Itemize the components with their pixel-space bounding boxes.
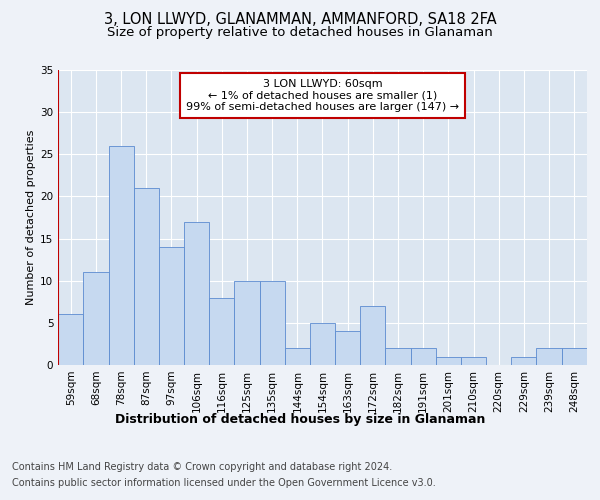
Bar [260, 280, 285, 365]
Bar [310, 323, 335, 365]
Text: 3, LON LLWYD, GLANAMMAN, AMMANFORD, SA18 2FA: 3, LON LLWYD, GLANAMMAN, AMMANFORD, SA18… [104, 12, 496, 28]
Text: Size of property relative to detached houses in Glanaman: Size of property relative to detached ho… [107, 26, 493, 39]
Bar [461, 356, 486, 365]
Bar [134, 188, 159, 365]
Bar [360, 306, 385, 365]
Bar [511, 356, 536, 365]
Bar [335, 332, 360, 365]
Bar [436, 356, 461, 365]
Bar [58, 314, 83, 365]
Bar [385, 348, 410, 365]
Bar [235, 280, 260, 365]
Bar [159, 247, 184, 365]
Bar [83, 272, 109, 365]
Text: Contains HM Land Registry data © Crown copyright and database right 2024.: Contains HM Land Registry data © Crown c… [12, 462, 392, 472]
Text: Contains public sector information licensed under the Open Government Licence v3: Contains public sector information licen… [12, 478, 436, 488]
Bar [285, 348, 310, 365]
Text: Distribution of detached houses by size in Glanaman: Distribution of detached houses by size … [115, 412, 485, 426]
Bar [209, 298, 235, 365]
Bar [410, 348, 436, 365]
Bar [184, 222, 209, 365]
Bar [536, 348, 562, 365]
Bar [109, 146, 134, 365]
Bar [562, 348, 587, 365]
Y-axis label: Number of detached properties: Number of detached properties [26, 130, 36, 305]
Text: 3 LON LLWYD: 60sqm
← 1% of detached houses are smaller (1)
99% of semi-detached : 3 LON LLWYD: 60sqm ← 1% of detached hous… [186, 79, 459, 112]
